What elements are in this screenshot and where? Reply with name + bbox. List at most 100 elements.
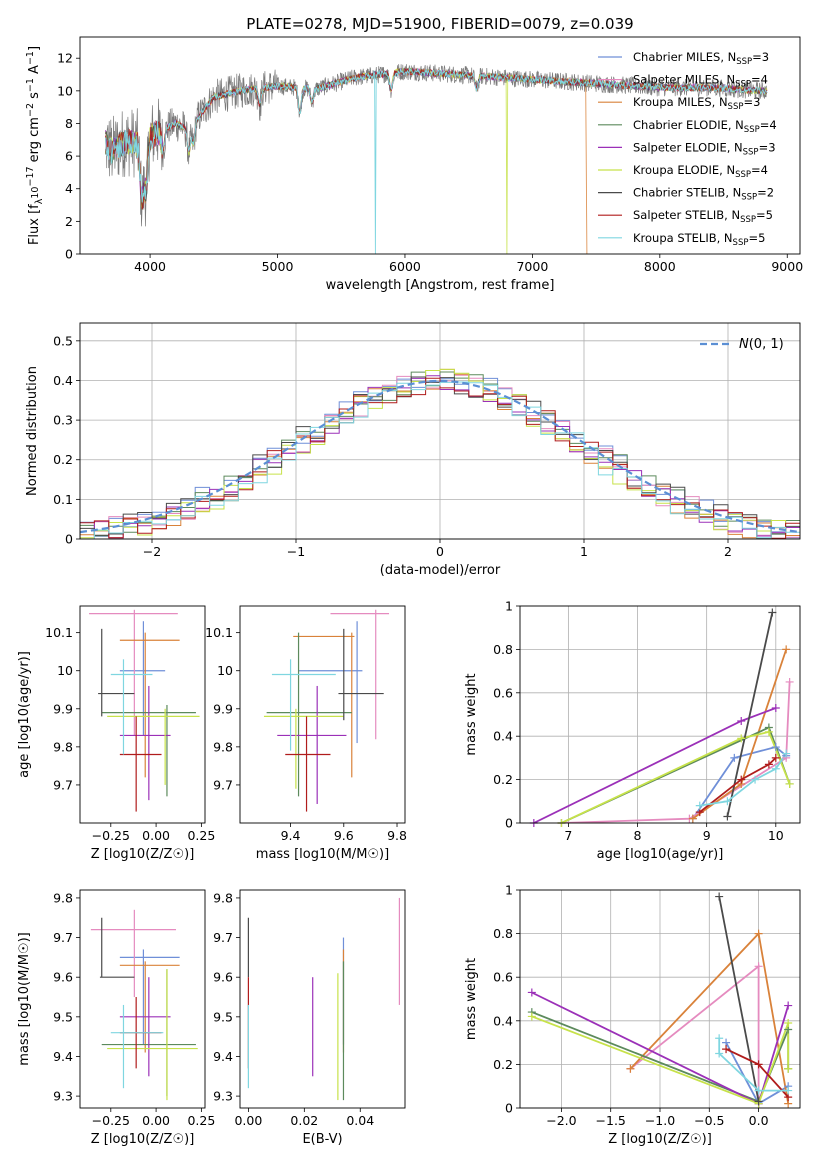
y-axis-label-part: λ <box>34 198 45 204</box>
y-tick-label: 0.2 <box>53 452 73 467</box>
model-1-weight-line <box>629 964 760 1104</box>
legend-label-part: Kroupa MILES, N <box>633 95 728 109</box>
legend-label-part: Chabrier ELODIE, N <box>633 118 744 132</box>
legend-label-part: Kroupa ELODIE, N <box>633 163 735 177</box>
x-tick-label: 7000 <box>516 259 548 274</box>
x-tick-label: 0.02 <box>290 1113 318 1128</box>
axes-frame <box>79 889 206 1109</box>
y-tick-label: 0 <box>505 1101 513 1116</box>
y-axis-label-part: A <box>27 65 42 78</box>
weight-marker <box>771 703 780 712</box>
x-tick-label: 9.4 <box>281 828 301 843</box>
legend-label: Salpeter ELODIE, NSSP=3 <box>633 140 776 157</box>
weight-marker <box>782 749 791 758</box>
y-tick-label: 4 <box>65 181 73 196</box>
x-tick-label: 8 <box>634 828 642 843</box>
legend-label-part: SSP <box>735 80 751 90</box>
y-tick-label: 0.2 <box>493 1057 513 1072</box>
weight-marker <box>730 753 739 762</box>
model-4-point <box>119 685 171 801</box>
x-tick-label: −1 <box>287 544 305 559</box>
plot-area <box>90 909 198 1101</box>
weight-marker <box>754 962 763 971</box>
legend-label-part: Salpeter ELODIE, N <box>633 140 743 154</box>
plot-area <box>80 368 800 539</box>
y-tick-label: 0.8 <box>493 642 513 657</box>
plot-area <box>89 609 200 812</box>
model-5-weight-line <box>531 1015 790 1105</box>
model-6-point <box>338 628 384 721</box>
x-tick-label: −2.0 <box>546 1113 576 1128</box>
x-tick-label: 6000 <box>389 259 421 274</box>
plot-area <box>533 612 791 823</box>
weight-marker <box>764 760 773 769</box>
x-tick-label: 9.8 <box>387 828 407 843</box>
x-tick-label: −2 <box>143 544 161 559</box>
weight-marker <box>737 734 746 743</box>
y-axis-label-part: −1 <box>25 78 36 92</box>
y-axis-label-part: −1 <box>25 51 36 65</box>
y-tick-label: 0.2 <box>493 772 513 787</box>
x-tick-label: 0.25 <box>187 1113 215 1128</box>
y-axis-label-part: −17 <box>25 166 36 186</box>
legend-label-part: Kroupa STELIB, N <box>633 231 733 245</box>
model-spectrum-line <box>105 67 588 254</box>
weight-marker <box>626 1064 635 1073</box>
y-tick-label: 9.6 <box>53 970 73 985</box>
model-1-point <box>330 609 390 740</box>
x-tick-label: −0.25 <box>92 1113 130 1128</box>
y-axis-label-part: Flux [f <box>27 204 42 245</box>
legend-label-part: =2 <box>757 186 774 200</box>
model-5-point <box>107 708 200 785</box>
y-tick-label: 0.6 <box>493 685 513 700</box>
x-tick-label: 10 <box>768 828 784 843</box>
x-axis-label: Z [log10(Z/Z☉)] <box>91 847 195 862</box>
age-vs-Z-panel: −0.25 0.00 0.25 9.7 9.8 9.9 10 10.1 Z [log10(Z/Z… <box>17 605 215 862</box>
x-tick-label: 0.04 <box>346 1113 374 1128</box>
weight-marker <box>737 717 746 726</box>
model-7-weight-line <box>699 757 777 813</box>
model-2-point <box>293 632 355 778</box>
y-axis-label: mass weight <box>464 958 479 1040</box>
plot-area <box>247 897 401 1101</box>
model-8-point <box>271 659 336 751</box>
axes-frame <box>79 322 801 540</box>
mass-vs-Z-panel: −0.25 0.00 0.25 9.3 9.4 9.5 9.6 9.7 9.8 Z [log10(… <box>17 889 215 1147</box>
legend-label: Kroupa MILES, NSSP=3 <box>633 95 760 112</box>
x-tick-label: 5000 <box>262 259 294 274</box>
legend-label-part: Salpeter STELIB, N <box>633 208 740 222</box>
legend-label-part: N <box>739 337 749 352</box>
legend-label-part: SSP <box>741 193 757 203</box>
x-tick-label: 9 <box>703 828 711 843</box>
legend-label-part: SSP <box>744 125 760 135</box>
y-tick-label: 0.5 <box>53 333 73 348</box>
x-axis-label: E(B-V) <box>302 1132 342 1147</box>
y-tick-label: 0.6 <box>493 970 513 985</box>
weight-marker <box>695 801 704 810</box>
legend-label-part: =5 <box>756 208 773 222</box>
y-tick-label: 0.1 <box>53 492 73 507</box>
weight-marker <box>715 1034 724 1043</box>
y-tick-label: 9.7 <box>53 930 73 945</box>
weight-marker <box>737 775 746 784</box>
legend-label: Kroupa ELODIE, NSSP=4 <box>633 163 768 180</box>
legend-label-part: SSP <box>740 215 756 225</box>
model-6-point <box>99 917 135 978</box>
weight-marker <box>723 797 732 806</box>
x-axis-label: Z [log10(Z/Z☉)] <box>91 1132 195 1147</box>
x-axis-label: Z [log10(Z/Z☉)] <box>608 1132 712 1147</box>
legend-label: Chabrier ELODIE, NSSP=4 <box>633 118 777 135</box>
y-tick-label: 10 <box>57 83 73 98</box>
legend-label: Chabrier STELIB, NSSP=2 <box>633 186 774 203</box>
weight-marker <box>784 1018 793 1027</box>
y-tick-label: 0 <box>65 532 73 547</box>
y-axis-label: Normed distribution <box>25 366 40 496</box>
x-tick-label: 9000 <box>771 259 803 274</box>
x-tick-label: 1 <box>580 544 588 559</box>
legend-label: Chabrier MILES, NSSP=3 <box>633 50 769 67</box>
y-axis-label-part: ] <box>27 46 42 51</box>
y-tick-label: 9.7 <box>213 930 233 945</box>
weight-marker <box>715 1049 724 1058</box>
weight-marker <box>768 608 777 617</box>
